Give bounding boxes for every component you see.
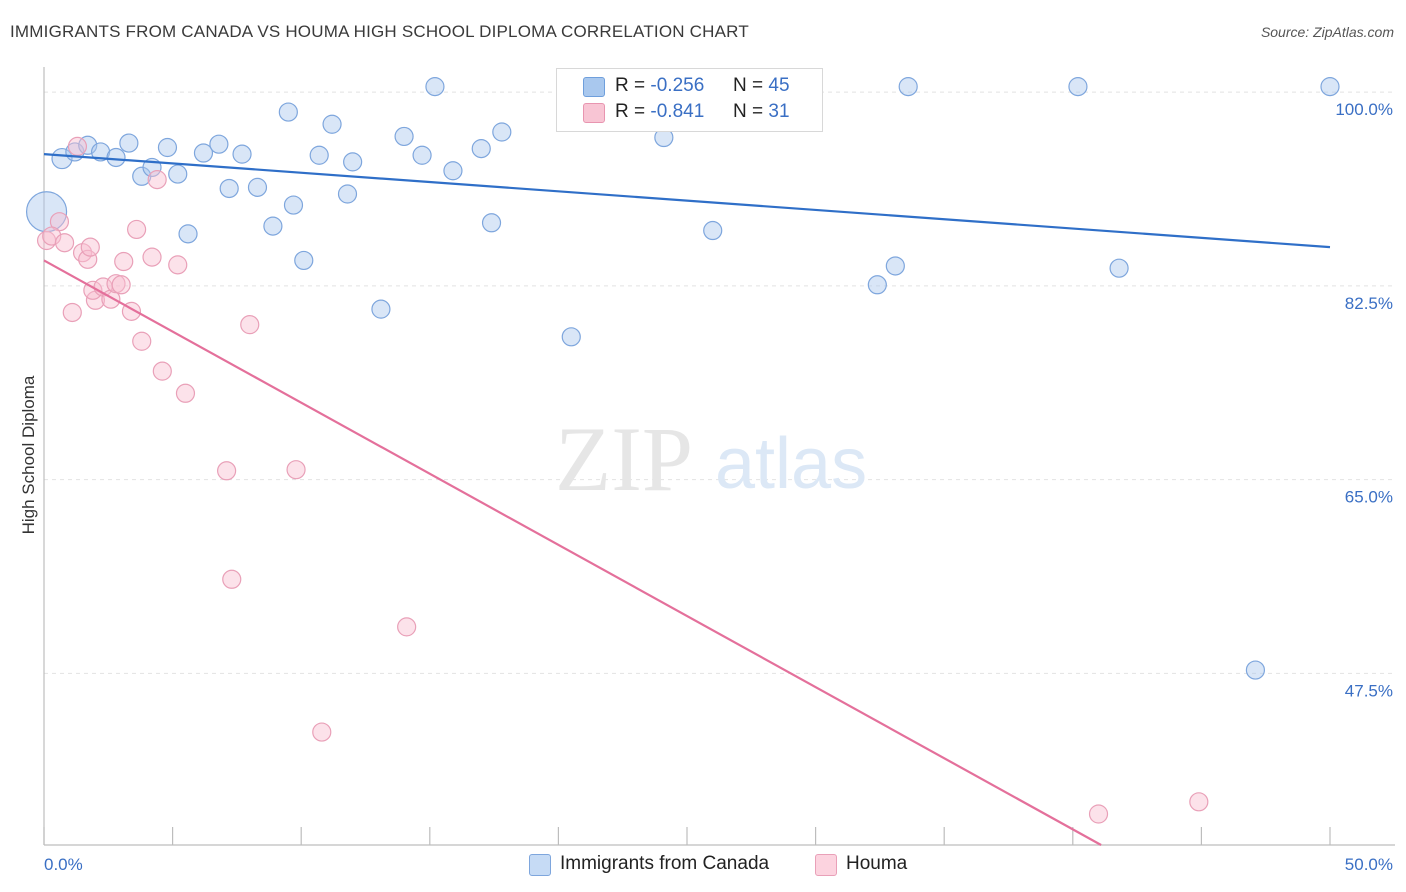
legend-swatch-canada: [583, 77, 605, 97]
canada-point: [157, 137, 178, 158]
canada-point: [412, 145, 432, 165]
houma-point: [286, 460, 306, 480]
axes: [43, 67, 1395, 846]
houma-point: [114, 251, 134, 272]
watermark: ZIP atlas: [555, 408, 867, 510]
houma-point: [78, 249, 98, 269]
canada-point: [425, 77, 445, 97]
houma-point: [1189, 792, 1209, 812]
canada-point: [561, 327, 581, 347]
canada-point: [337, 184, 358, 204]
canada-point: [106, 147, 126, 168]
houma-point: [62, 302, 82, 323]
canada-point: [322, 114, 342, 134]
canada-point: [232, 144, 252, 164]
series-legend-swatch-canada: [529, 854, 551, 876]
watermark-zip: ZIP: [555, 408, 693, 510]
canada-point: [1245, 660, 1266, 680]
x-tick-label: 50.0%: [1345, 855, 1393, 874]
canada-point: [193, 143, 214, 163]
houma-point: [147, 170, 167, 190]
canada-point: [309, 145, 329, 165]
series-legend-label-houma: Houma: [846, 853, 908, 874]
houma-point: [126, 219, 147, 240]
canada-point: [492, 122, 512, 142]
houma-point: [222, 569, 242, 589]
legend-row-houma: R = -0.841 N = 31: [557, 99, 822, 125]
houma-point: [80, 237, 100, 257]
canada-point: [481, 213, 502, 233]
canada-point: [294, 250, 314, 271]
canada-point: [278, 102, 298, 122]
series-legend: Immigrants from Canada Houma: [0, 850, 1406, 880]
y-tick-label: 100.0%: [1335, 100, 1393, 119]
grid-lines: [44, 91, 1395, 674]
x-tick-label: 0.0%: [44, 855, 83, 874]
source-label: Source: ZipAtlas.com: [1260, 24, 1394, 40]
houma-point: [111, 275, 131, 295]
houma-point: [312, 722, 332, 742]
legend-r-houma: R = -0.841: [615, 101, 705, 122]
canada-point: [219, 178, 239, 199]
legend-n-houma: N = 31: [733, 101, 790, 122]
axis-labels: 47.5% 65.0% 82.5% 100.0% 0.0% 50.0% High Schoo…: [19, 100, 1393, 874]
houma-point: [175, 383, 196, 403]
y-axis-title: High School Diploma: [19, 375, 38, 534]
houma-point: [142, 247, 162, 267]
houma-point: [168, 255, 188, 275]
legend-row-canada: R = -0.256 N = 45: [557, 73, 822, 99]
canada-point: [443, 161, 463, 181]
canada-point: [1068, 77, 1088, 97]
houma-point: [240, 315, 260, 335]
watermark-atlas: atlas: [715, 424, 867, 504]
canada-point: [168, 164, 188, 184]
houma-point: [1088, 804, 1109, 824]
series-legend-label-canada: Immigrants from Canada: [560, 853, 770, 874]
canada-point: [51, 147, 73, 170]
houma-point: [54, 233, 75, 253]
legend-swatch-houma: [583, 103, 605, 123]
houma-point: [132, 331, 152, 351]
canada-point: [119, 133, 139, 153]
canada-point: [371, 299, 391, 319]
legend-r-canada: R = -0.256: [615, 75, 705, 96]
canada-point: [178, 224, 198, 244]
houma-point: [217, 461, 237, 481]
canada-point: [1320, 77, 1340, 97]
y-tick-label: 65.0%: [1345, 488, 1393, 507]
canada-trend-line: [43, 153, 1331, 249]
canada-point: [283, 195, 304, 215]
houma-trend-line: [43, 259, 1102, 846]
canada-point: [263, 216, 283, 236]
series-legend-swatch-houma: [815, 854, 837, 876]
y-tick-label: 47.5%: [1345, 681, 1393, 700]
canada-point: [1109, 258, 1129, 278]
houma-point: [67, 136, 88, 156]
legend-n-canada: N = 45: [733, 75, 790, 96]
canada-point: [247, 177, 268, 197]
chart-title: IMMIGRANTS FROM CANADA VS HOUMA HIGH SCH…: [10, 22, 749, 41]
canada-point: [471, 139, 491, 159]
y-tick-label: 82.5%: [1345, 294, 1393, 313]
canada-point: [867, 275, 887, 295]
houma-point: [397, 617, 417, 637]
canada-point: [209, 134, 229, 154]
houma-point: [152, 361, 172, 381]
canada-point: [898, 77, 918, 97]
canada-point: [885, 256, 905, 276]
canada-point: [394, 126, 414, 147]
stats-legend: R = -0.256 N = 45 R = -0.841 N = 31: [556, 68, 823, 132]
canada-point: [343, 152, 363, 172]
canada-point: [703, 220, 723, 241]
data-points: [25, 77, 1340, 824]
trend-lines: [43, 153, 1331, 846]
